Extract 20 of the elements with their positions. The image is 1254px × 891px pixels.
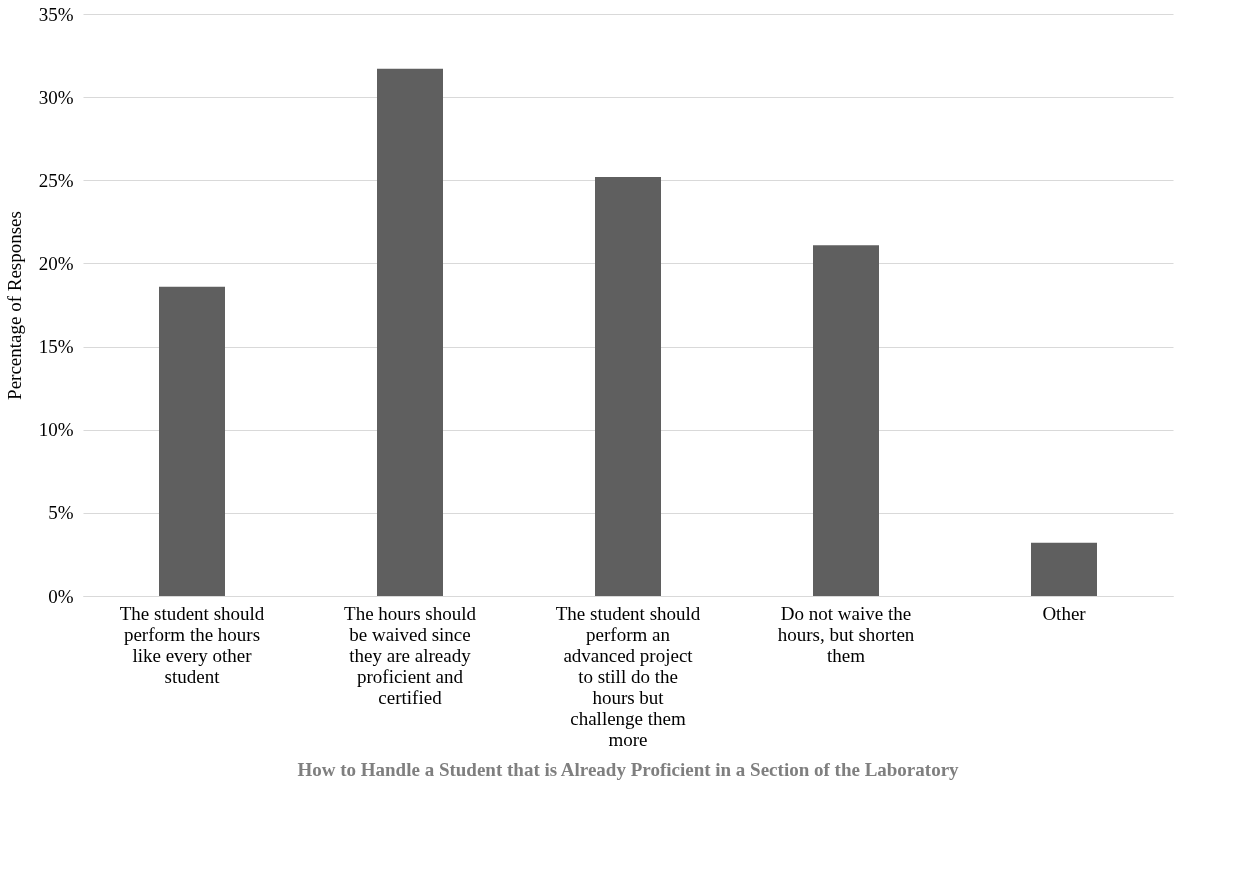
y-tick-label: 25% [38,169,74,191]
bar [813,245,879,596]
text: How to Handle a Student that is Already Proficient in a Section of the Laboratory [297,759,960,780]
y-tick-label: 0% [48,585,74,607]
bar [1031,542,1097,596]
y-tick-label: 30% [38,86,74,108]
y-tick-label: 35% [38,3,74,25]
y-tick-label: 15% [38,336,74,358]
bar [377,68,443,596]
bar [159,286,225,596]
y-tick-label: 5% [48,502,74,524]
x-tick-label: The student should perform the hours like every other student [119,602,265,687]
x-tick-label: Do not waive the hours, but shorten them [777,602,915,666]
bar [595,176,661,596]
y-axis-title: Percentage of Responses [3,211,25,400]
y-tick-label: 20% [38,252,74,274]
x-tick-label: Other [1042,602,1087,624]
y-tick-label: 10% [38,419,74,441]
x-tick-label: The student should perform an advanced project to still do the hours but challenge them more [555,602,701,750]
x-tick-label: The hours should be waived since they are already proficient and certified [344,602,477,708]
